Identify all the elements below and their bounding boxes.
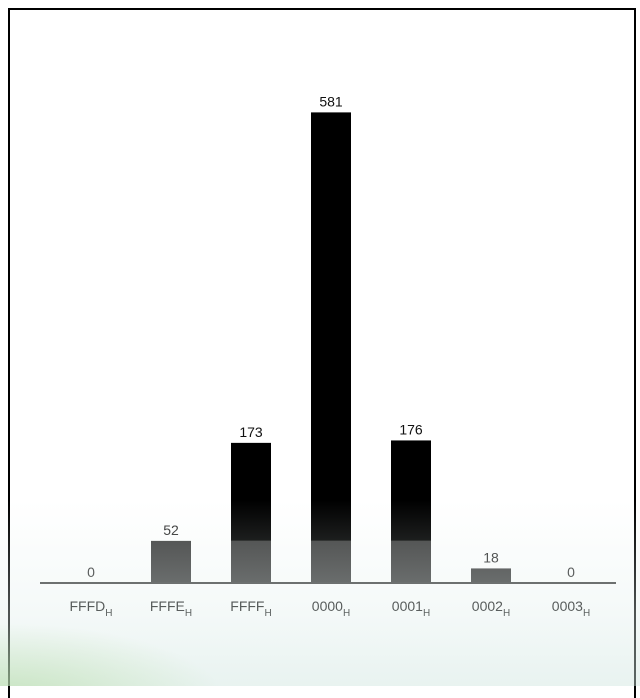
slide-frame <box>8 8 636 698</box>
x-tick-fffeh: FFFEH <box>150 598 192 619</box>
bar-0001h <box>391 440 431 541</box>
value-label-0003h: 0 <box>567 564 575 580</box>
bar-0000h-lower <box>311 540 351 583</box>
x-tick-labels: FFFDH FFFEH FFFFH 0000H 0001H 0002H 0003H <box>70 598 591 619</box>
bars-layer <box>151 112 511 583</box>
x-tick-0000h: 0000H <box>312 598 350 619</box>
bar-0002h-lower <box>471 568 511 583</box>
x-tick-0002h: 0002H <box>472 598 510 619</box>
x-tick-ffffh: FFFFH <box>230 598 271 619</box>
x-tick-fffdh: FFFDH <box>70 598 113 619</box>
bar-fffeh-lower <box>151 540 191 583</box>
bar-0000h <box>311 112 351 541</box>
value-label-0002h: 18 <box>483 549 499 565</box>
x-tick-0001h: 0001H <box>392 598 430 619</box>
value-label-fffdh: 0 <box>87 564 95 580</box>
bar-ffffh-lower <box>231 540 271 583</box>
value-label-0000h: 581 <box>319 93 343 109</box>
value-label-fffeh: 52 <box>163 522 179 538</box>
value-label-ffffh: 173 <box>239 424 263 440</box>
bar-ffffh <box>231 442 271 541</box>
x-tick-0003h: 0003H <box>552 598 590 619</box>
bar-0001h-lower <box>391 540 431 583</box>
value-label-0001h: 176 <box>399 421 423 437</box>
